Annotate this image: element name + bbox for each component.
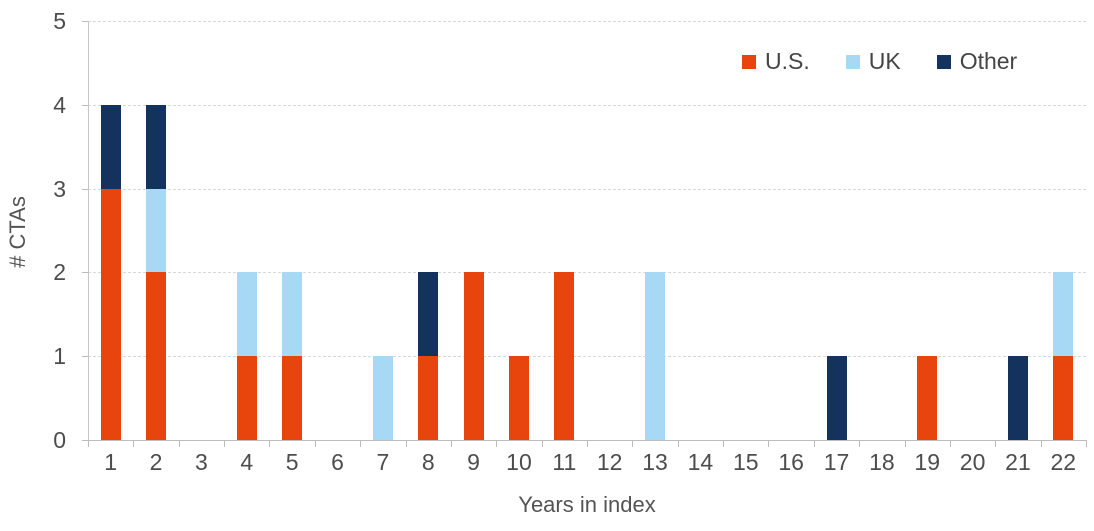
x-tick-label-7: 7 — [376, 449, 390, 475]
x-tick-label-14: 14 — [687, 449, 714, 475]
bar-year-8-us — [418, 356, 439, 440]
x-tick-0 — [88, 441, 89, 447]
x-tick-label-5: 5 — [285, 449, 299, 475]
y-tick-1 — [82, 356, 88, 358]
bar-year-13-uk — [645, 272, 666, 440]
bar-year-11-us — [554, 272, 575, 440]
x-tick-label-1: 1 — [104, 449, 118, 475]
y-tick-label-1: 1 — [53, 343, 66, 370]
x-tick-20 — [995, 441, 997, 447]
x-tick-label-12: 12 — [596, 449, 623, 475]
bar-year-22-uk — [1053, 272, 1074, 357]
other-series-label: Other — [959, 48, 1018, 74]
x-tick-21 — [1040, 441, 1042, 447]
x-tick-label-19: 19 — [914, 449, 941, 475]
gridline-y1 — [88, 356, 1086, 358]
uk-series-label: UK — [868, 48, 901, 74]
x-tick-label-16: 16 — [778, 449, 804, 475]
bar-year-19-us — [917, 356, 938, 440]
x-tick-label-15: 15 — [732, 449, 759, 475]
y-tick-0 — [82, 440, 88, 441]
x-tick-label-20: 20 — [959, 449, 986, 475]
y-axis-line — [88, 21, 89, 440]
gridline-y4 — [88, 104, 1086, 106]
x-tick-label-18: 18 — [869, 449, 895, 475]
x-tick-13 — [677, 441, 679, 447]
bar-year-7-uk — [372, 356, 393, 440]
us-series-label: U.S. — [765, 48, 810, 74]
bar-year-1-us — [100, 188, 121, 440]
x-tick-18 — [904, 441, 906, 447]
bar-year-2-uk — [146, 188, 167, 273]
bar-year-4-us — [236, 356, 257, 440]
x-tick-11 — [587, 441, 588, 447]
gridline-y5 — [88, 21, 1086, 22]
x-axis-line — [88, 440, 1087, 441]
x-tick-label-3: 3 — [195, 449, 208, 475]
bar-year-17-other — [826, 356, 847, 440]
bar-year-2-other — [146, 104, 167, 189]
x-tick-label-17: 17 — [823, 449, 850, 475]
x-tick-14 — [723, 441, 725, 447]
legend-item-us: U.S. — [742, 48, 810, 75]
x-tick-6 — [360, 441, 362, 447]
bar-year-22-us — [1053, 356, 1074, 440]
x-tick-2 — [178, 441, 180, 447]
bar-year-21-other — [1007, 356, 1028, 440]
bar-year-1-other — [100, 104, 121, 189]
x-tick-3 — [224, 441, 226, 447]
legend-item-uk: UK — [845, 48, 901, 75]
y-tick-label-5: 5 — [53, 8, 66, 34]
x-tick-9 — [496, 441, 498, 447]
x-tick-10 — [541, 441, 543, 447]
x-tick-label-13: 13 — [642, 449, 668, 475]
x-tick-label-4: 4 — [240, 449, 254, 475]
x-axis-title: Years in index — [518, 492, 656, 517]
bar-year-2-us — [146, 272, 167, 440]
x-tick-4 — [269, 441, 271, 447]
x-tick-16 — [813, 441, 815, 447]
y-tick-4 — [82, 104, 88, 106]
bar-year-5-us — [282, 356, 303, 440]
x-tick-7 — [405, 441, 407, 447]
x-tick-label-10: 10 — [506, 449, 532, 475]
x-tick-label-2: 2 — [149, 449, 163, 475]
x-tick-8 — [450, 441, 452, 447]
y-tick-label-4: 4 — [53, 91, 66, 118]
x-tick-22 — [1086, 441, 1087, 447]
bar-year-5-uk — [282, 272, 303, 357]
uk-series-swatch-icon — [845, 54, 860, 69]
us-series-swatch-icon — [742, 54, 756, 69]
x-tick-label-11: 11 — [552, 449, 577, 475]
y-tick-label-0: 0 — [53, 427, 66, 453]
bar-year-10-us — [508, 356, 529, 440]
y-tick-5 — [82, 21, 88, 22]
x-tick-15 — [768, 441, 770, 447]
legend: U.S. UK Other — [742, 48, 1017, 75]
y-tick-3 — [82, 188, 88, 190]
x-tick-1 — [133, 441, 135, 447]
x-tick-label-21: 21 — [1005, 449, 1031, 475]
x-tick-12 — [632, 441, 634, 447]
x-tick-label-22: 22 — [1050, 449, 1077, 475]
y-tick-2 — [82, 272, 88, 274]
gridline-y2 — [88, 272, 1086, 274]
x-tick-19 — [949, 441, 951, 447]
x-tick-label-8: 8 — [421, 449, 435, 475]
y-tick-label-2: 2 — [53, 259, 66, 286]
x-tick-label-9: 9 — [467, 449, 480, 475]
other-series-swatch-icon — [936, 54, 951, 69]
x-tick-label-6: 6 — [331, 449, 344, 475]
gridline-y3 — [88, 188, 1086, 190]
y-tick-label-3: 3 — [53, 175, 66, 202]
legend-item-other: Other — [936, 48, 1018, 75]
bar-year-8-other — [418, 272, 439, 357]
bar-year-9-us — [463, 272, 484, 440]
x-tick-5 — [314, 441, 316, 447]
bar-year-4-uk — [236, 272, 257, 357]
x-tick-17 — [859, 441, 861, 447]
